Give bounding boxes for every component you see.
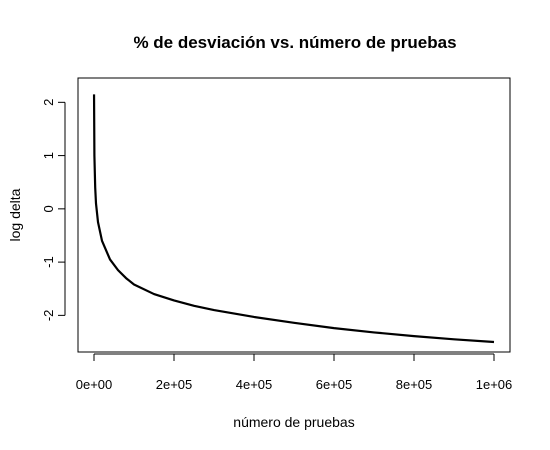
- x-tick-label: 2e+05: [156, 377, 193, 392]
- x-tick-label: 4e+05: [236, 377, 273, 392]
- x-axis-label: número de pruebas: [233, 414, 354, 430]
- y-tick-label: 0: [41, 205, 56, 212]
- y-axis-label: log delta: [7, 188, 23, 241]
- chart-title: % de desviación vs. número de pruebas: [133, 33, 456, 52]
- series-layer: [92, 94, 495, 344]
- y-tick-label: -1: [41, 256, 56, 268]
- x-tick-label: 6e+05: [316, 377, 353, 392]
- x-tick-label: 0e+00: [76, 377, 113, 392]
- y-axis: -2 -1 0 1 2: [41, 99, 66, 322]
- y-tick-label: 1: [41, 152, 56, 159]
- x-tick-label: 1e+06: [476, 377, 513, 392]
- series-line: [92, 94, 495, 344]
- plot-frame: [77, 77, 511, 353]
- y-tick-label: -2: [41, 310, 56, 322]
- y-tick-label: 2: [41, 99, 56, 106]
- x-tick-label: 8e+05: [396, 377, 433, 392]
- x-axis: 0e+00 2e+05 4e+05 6e+05 8e+05 1e+06: [76, 353, 513, 392]
